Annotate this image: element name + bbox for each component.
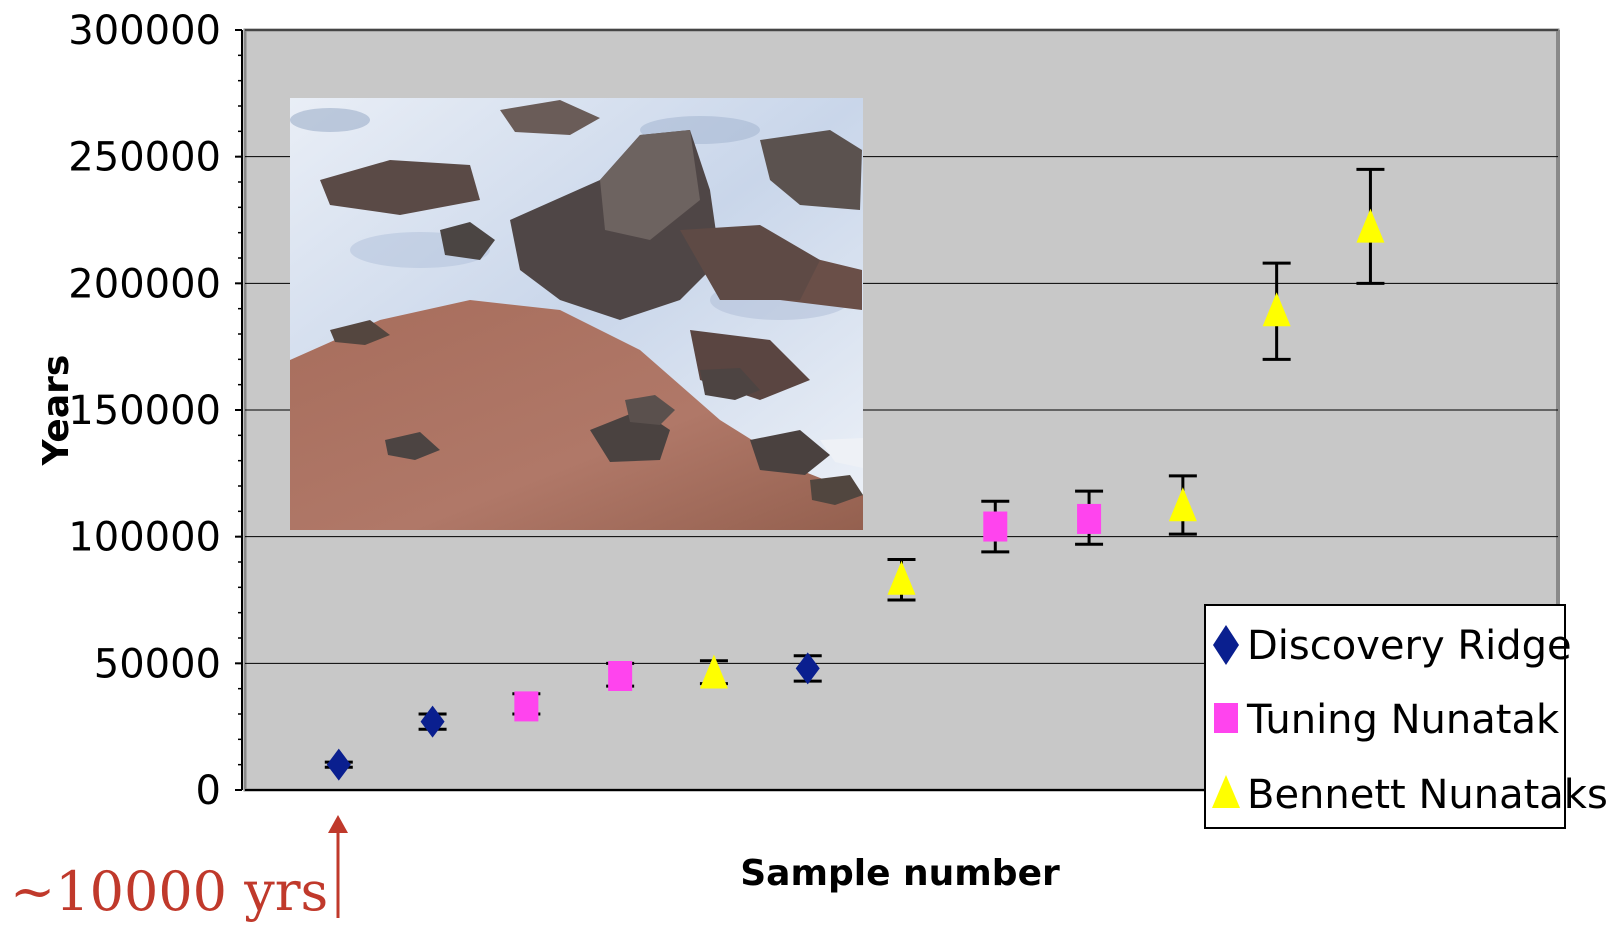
y-axis-title: Years (36, 355, 77, 467)
y-tick-label: 300000 (68, 8, 221, 54)
data-point-triangle (1262, 292, 1291, 327)
x-axis-title: Sample number (740, 853, 1060, 894)
legend-label-discovery-ridge: Discovery Ridge (1247, 623, 1572, 669)
y-tick-label: 250000 (68, 135, 221, 181)
legend-diamond-icon (1213, 625, 1239, 665)
y-tick-label: 100000 (68, 515, 221, 561)
data-point-triangle (887, 560, 916, 595)
legend-label-tuning-nunatak: Tuning Nunatak (1246, 697, 1560, 743)
annotation: ~10000 yrs (10, 815, 348, 923)
legend: Discovery Ridge Tuning Nunatak Bennett N… (1204, 604, 1608, 829)
legend-triangle-icon (1212, 775, 1240, 808)
data-point-square (514, 691, 539, 722)
data-point-triangle (1356, 208, 1385, 243)
y-tick-label: 50000 (94, 641, 221, 687)
legend-label-bennett-nunataks: Bennett Nunataks (1247, 772, 1608, 818)
y-axis: 0 50000 100000 150000 200000 250000 300000 (68, 8, 1558, 814)
data-point-square (1077, 503, 1102, 534)
arrow-head-icon (328, 815, 348, 833)
y-tick-label: 150000 (68, 388, 221, 434)
legend-square-icon (1214, 703, 1238, 733)
data-point-triangle (1168, 487, 1197, 522)
y-tick-label: 200000 (68, 261, 221, 307)
y-tick-label: 0 (196, 768, 221, 814)
data-point-square (608, 661, 633, 691)
data-point-triangle (699, 654, 728, 689)
inset-photo (290, 98, 863, 530)
data-markers (326, 208, 1385, 781)
annotation-text: ~10000 yrs (10, 860, 328, 923)
data-point-diamond (420, 705, 445, 738)
data-point-diamond (326, 748, 351, 781)
data-point-diamond (795, 652, 820, 685)
data-point-square (983, 511, 1008, 542)
